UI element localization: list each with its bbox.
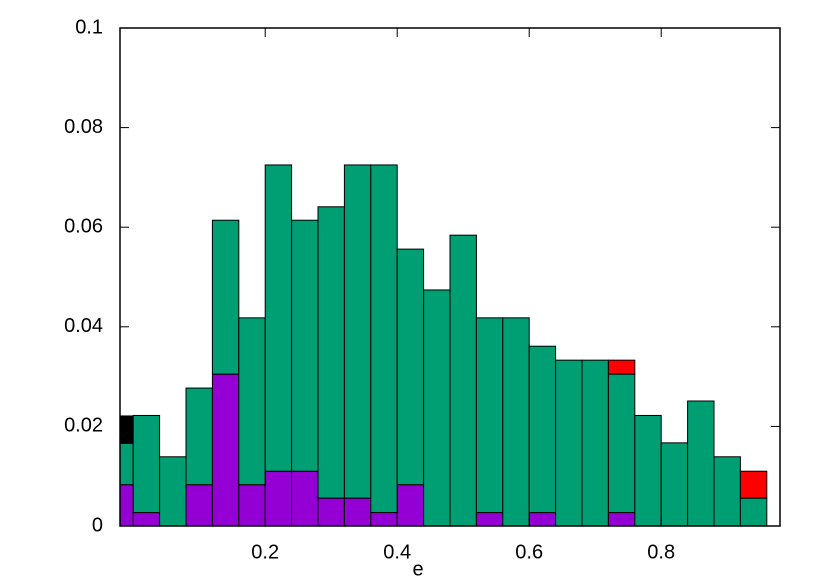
x-tick-label: 0.8 xyxy=(647,541,675,563)
bar-segment xyxy=(687,400,715,526)
bar-segment xyxy=(660,442,689,526)
bar-segment xyxy=(475,317,504,514)
bar-segment xyxy=(607,512,636,526)
y-tick-label: 0.04 xyxy=(64,315,103,337)
x-tick-label: 0.2 xyxy=(251,541,279,563)
bar-segment xyxy=(264,470,293,526)
bar-segment xyxy=(211,373,240,526)
bar-segment xyxy=(607,359,636,375)
x-tick-label: 0.6 xyxy=(515,541,543,563)
bar-segment xyxy=(317,206,345,499)
bar-segment xyxy=(396,248,425,486)
bar-segment xyxy=(238,317,266,486)
bar-segment xyxy=(291,219,319,472)
bar-segment xyxy=(291,470,319,526)
x-tick-label: 0.4 xyxy=(383,541,411,563)
plot-frame xyxy=(119,27,781,527)
bar-segment xyxy=(185,484,213,526)
bar-segment xyxy=(449,234,477,526)
bar-segment xyxy=(343,164,372,499)
bar-segment xyxy=(185,387,213,486)
bar-segment xyxy=(555,359,583,526)
bar-segment xyxy=(132,414,161,514)
bar-segment xyxy=(528,345,557,514)
bar-segment xyxy=(739,497,768,526)
y-tick-label: 0.02 xyxy=(64,415,103,437)
bar-segment xyxy=(423,289,451,526)
bar-segment xyxy=(475,512,504,526)
bar-segment xyxy=(264,164,293,472)
bar-segment xyxy=(502,317,530,526)
bars xyxy=(120,164,768,526)
bar-segment xyxy=(317,497,345,526)
y-tick-label: 0.1 xyxy=(75,16,103,38)
bar-segment xyxy=(528,512,557,526)
bar-segment xyxy=(607,373,636,514)
bar-segment xyxy=(343,497,372,526)
bar-segment xyxy=(634,414,662,526)
y-tick-label: 0.08 xyxy=(64,116,103,138)
bar-segment xyxy=(370,512,398,526)
x-axis-label: e xyxy=(412,558,423,580)
y-tick-label: 0 xyxy=(92,514,103,536)
bar-segment xyxy=(713,456,741,526)
bar-segment xyxy=(132,512,161,526)
bar-segment xyxy=(370,164,398,514)
bar-segment xyxy=(211,219,240,375)
bar-segment xyxy=(238,484,266,526)
bar-segment xyxy=(159,456,187,526)
bar-segment xyxy=(739,470,768,499)
y-tick-label: 0.06 xyxy=(64,215,103,237)
bar-segment xyxy=(581,359,609,526)
bar-segment xyxy=(396,484,425,526)
